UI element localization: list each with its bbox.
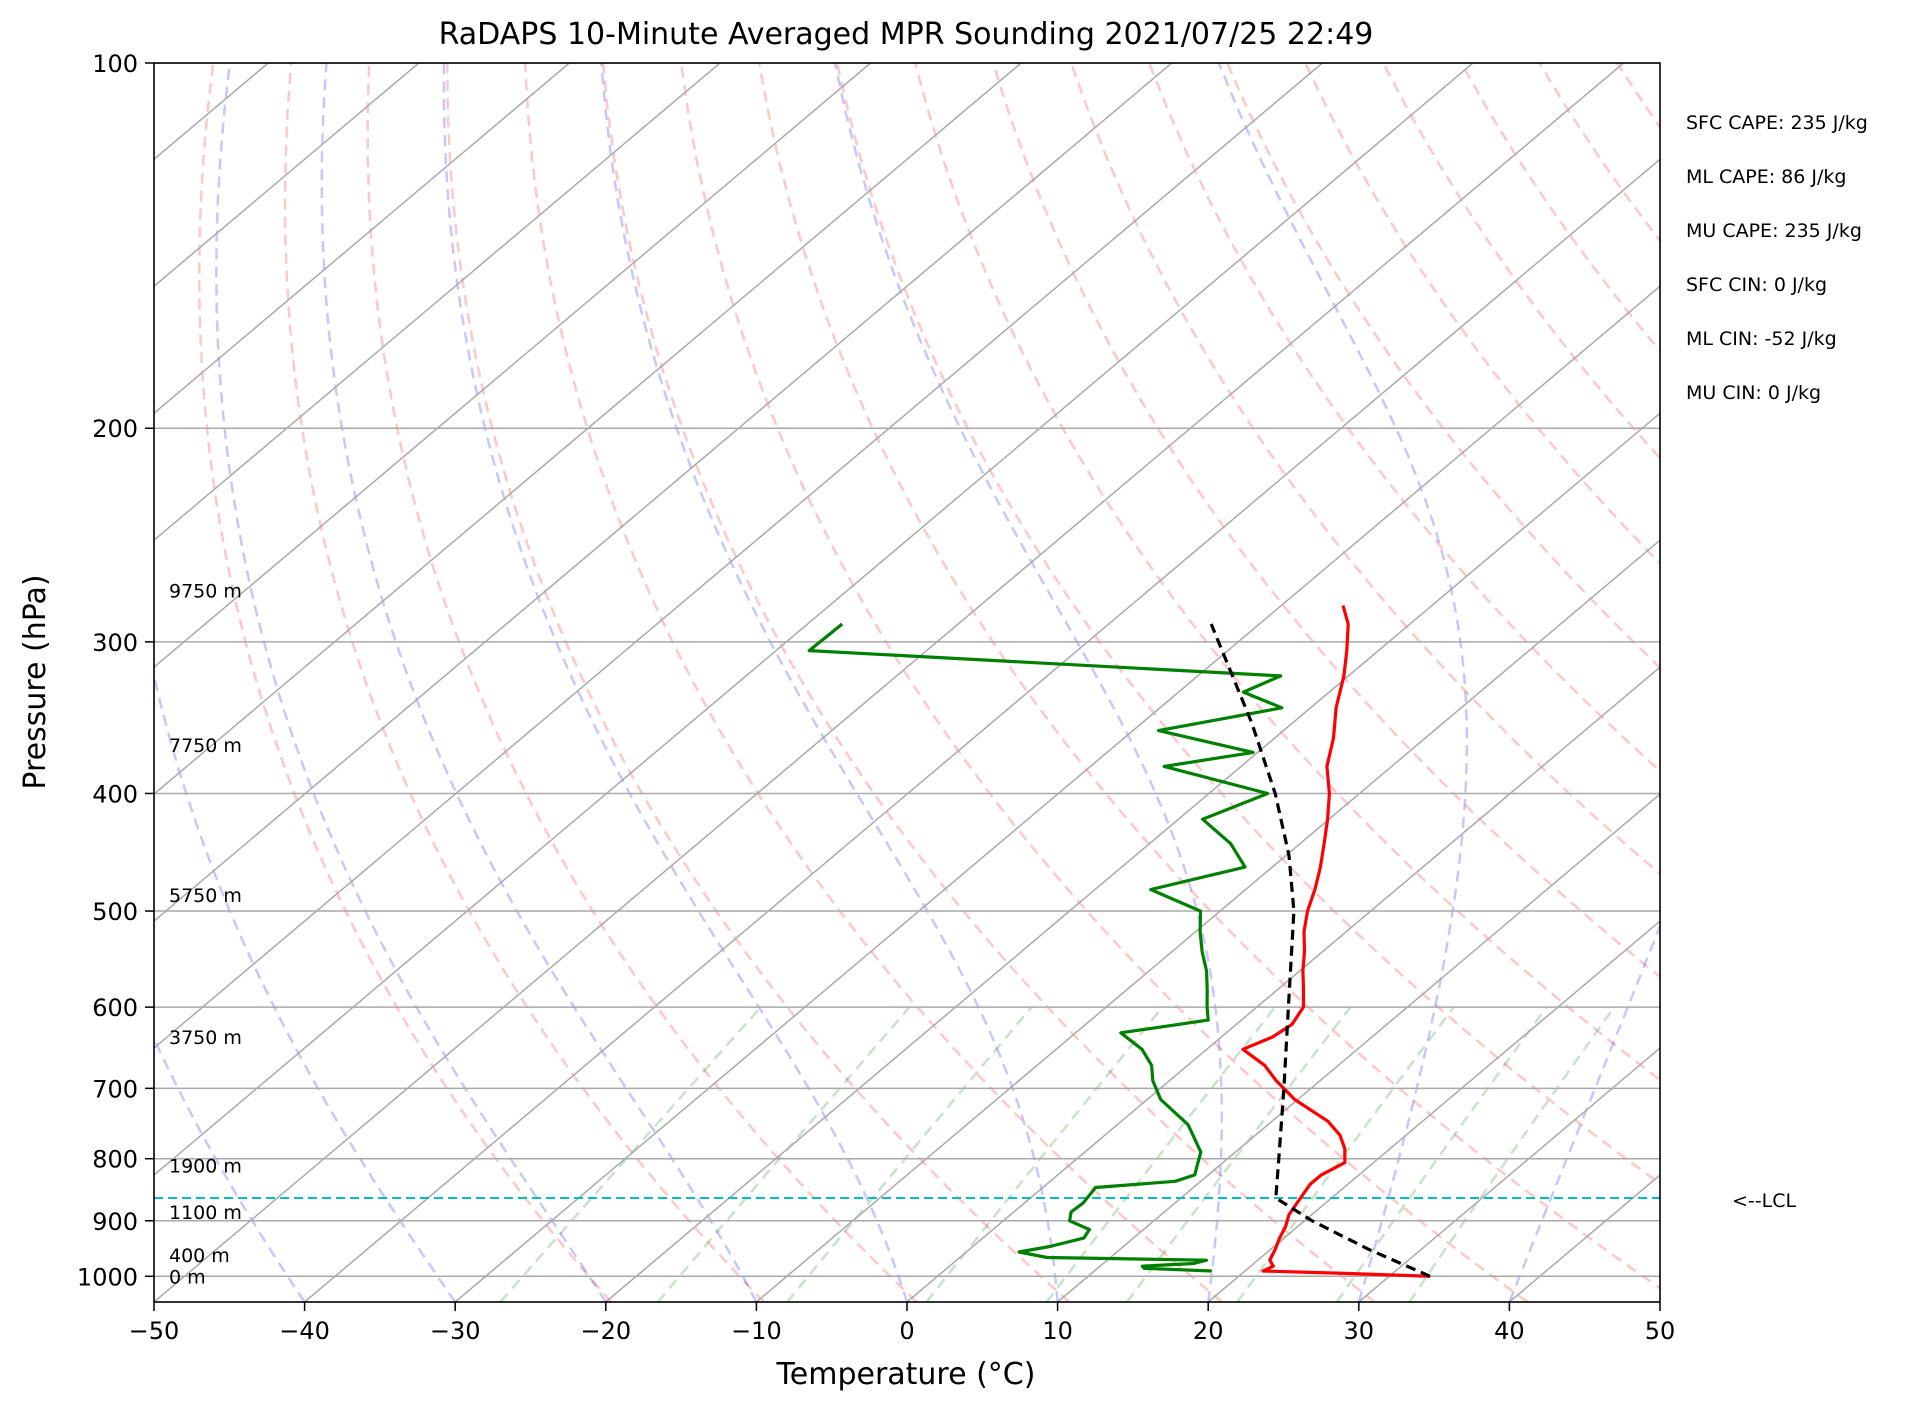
sounding-series [807, 605, 1431, 1278]
x-tick-label: 20 [1193, 1317, 1224, 1345]
isotherm-line [154, 63, 1474, 1177]
y-tick-label: 300 [92, 629, 138, 657]
stability-index: ML CAPE: 86 J/kg [1686, 166, 1846, 188]
dewpoint-line [807, 622, 1284, 1273]
isotherm-line [154, 63, 872, 669]
height-label: 5750 m [169, 885, 242, 907]
height-label: 0 m [169, 1266, 206, 1288]
moist-adiabat [600, 63, 1059, 1302]
stability-index: MU CIN: 0 J/kg [1686, 382, 1821, 404]
mixing-ratio-lines [499, 1006, 1616, 1302]
y-tick-label: 1000 [77, 1263, 138, 1291]
x-tick-label: 30 [1344, 1317, 1375, 1345]
height-label: 3750 m [169, 1027, 242, 1049]
mixing-ratio-line [786, 1006, 1033, 1302]
x-tick-label: −10 [731, 1317, 782, 1345]
height-label: 7750 m [169, 735, 242, 757]
dry-adiabat [1226, 63, 1660, 670]
mixing-ratio-line [925, 1006, 1164, 1302]
isotherm-line [154, 63, 721, 542]
height-label: 400 m [169, 1245, 230, 1267]
isotherm-line [1057, 793, 1660, 1302]
isotherms [154, 63, 1660, 1302]
dry-adiabat [283, 63, 765, 1302]
y-tick-label: 700 [92, 1075, 138, 1103]
x-tick-label: −40 [279, 1317, 330, 1345]
isotherm-line [1207, 920, 1660, 1302]
mixing-ratio-line [1045, 1006, 1277, 1302]
isotherm-line [154, 63, 1323, 1050]
isotherm-line [304, 158, 1660, 1302]
mixing-ratio-line [499, 1006, 762, 1302]
isotherm-line [154, 63, 420, 288]
y-axis-label: Pressure (hPa) [18, 574, 53, 789]
isotherm-line [755, 539, 1660, 1302]
chart-title: RaDAPS 10-Minute Averaged MPR Sounding 2… [439, 17, 1374, 52]
dry-adiabat [523, 63, 1223, 1302]
dry-adiabat [601, 63, 1376, 1302]
stability-index: ML CIN: -52 J/kg [1686, 328, 1837, 350]
x-tick-label: −20 [580, 1317, 631, 1345]
dry-adiabat [445, 63, 1071, 1302]
mixing-ratio-line [1408, 1006, 1616, 1302]
mixing-ratio-line [1236, 1006, 1455, 1302]
dry-adiabat [913, 63, 1660, 1082]
dry-adiabat [991, 63, 1660, 979]
stability-indices: SFC CAPE: 235 J/kg ML CAPE: 86 J/kg MU CAP… [1686, 112, 1868, 404]
stability-index: SFC CAPE: 235 J/kg [1686, 112, 1868, 134]
lcl-annotation: <--LCL [1732, 1190, 1796, 1212]
isotherm-line [154, 63, 1022, 796]
moist-adiabat [442, 63, 909, 1302]
isotherm-line [906, 666, 1660, 1302]
axes: −50 −40 −30 −20 −10 0 10 20 30 40 50 100 200 300 400 50… [77, 50, 1675, 1345]
height-label: 9750 m [169, 580, 242, 602]
dry-adiabat [197, 63, 613, 1302]
isotherm-line [154, 63, 570, 415]
dry-adiabat [679, 63, 1529, 1302]
x-tick-label: 0 [899, 1317, 914, 1345]
dry-adiabats [197, 63, 1660, 1302]
y-tick-label: 200 [92, 415, 138, 443]
stability-index: SFC CIN: 0 J/kg [1686, 274, 1827, 296]
height-label: 1900 m [169, 1155, 242, 1177]
isotherm-line [1358, 1047, 1660, 1302]
moist-adiabat [1508, 922, 1660, 1302]
x-tick-label: −50 [129, 1317, 180, 1345]
height-label: 1100 m [169, 1202, 242, 1224]
moist-adiabat [1217, 63, 1469, 1302]
isotherm-line [605, 412, 1660, 1302]
parcel-profile-line [1209, 623, 1431, 1278]
x-tick-label: 40 [1494, 1317, 1525, 1345]
isotherm-line [454, 285, 1660, 1302]
x-axis-label: Temperature (°C) [776, 1357, 1036, 1392]
y-tick-label: 400 [92, 780, 138, 808]
y-tick-label: 100 [92, 50, 138, 78]
y-tick-label: 600 [92, 994, 138, 1022]
dry-adiabat [366, 63, 918, 1302]
stability-index: MU CAPE: 235 J/kg [1686, 220, 1862, 242]
isobars [154, 63, 1660, 1278]
isotherm-line [154, 63, 1173, 923]
y-tick-label: 800 [92, 1146, 138, 1174]
x-tick-label: 10 [1042, 1317, 1073, 1345]
x-tick-label: −30 [430, 1317, 481, 1345]
x-tick-label: 50 [1645, 1317, 1676, 1345]
isotherm-line [154, 63, 1625, 1302]
y-tick-label: 900 [92, 1208, 138, 1236]
moist-adiabat [833, 63, 1224, 1302]
moist-adiabat [215, 63, 607, 1302]
mixing-ratio-line [656, 1006, 911, 1302]
y-tick-label: 500 [92, 898, 138, 926]
temperature-line [1241, 605, 1431, 1278]
dry-adiabat [835, 63, 1660, 1186]
mixing-ratio-line [1125, 1006, 1352, 1302]
